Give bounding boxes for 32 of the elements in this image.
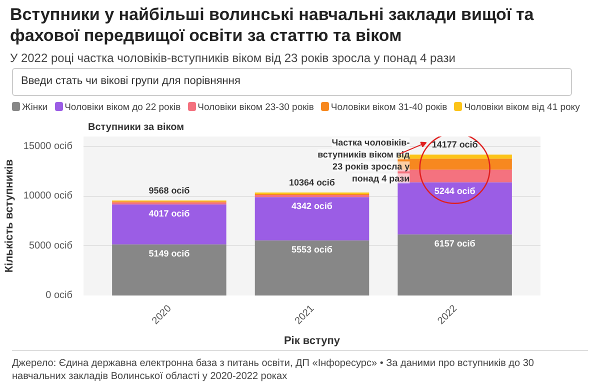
bar	[254, 240, 370, 296]
legend-label: Чоловіки віком 23-30 років	[196, 101, 314, 115]
data-label: 6157 осіб	[434, 238, 476, 248]
data-label: 5553 осіб	[292, 244, 333, 254]
y-tick-label: 0 осіб	[46, 290, 73, 301]
bar	[398, 182, 512, 234]
chart-title: Вступники у найбільші волинські навчальні заклади вищої та фахової передвищої освіти за статтю та віком	[10, 4, 535, 46]
y-axis-title: Кількість вступників	[3, 159, 16, 273]
bar	[254, 197, 370, 240]
legend-label: Чоловіки віком 31-40 років	[330, 101, 448, 115]
y-tick-label: 10000 осіб	[23, 190, 73, 202]
bar	[112, 244, 226, 296]
text: Джерело: Єдина державна електронна база з питань освіти, ДП «Інфоресурс» • За даними про вступників до 30 навчальних закладів Волинської області у 2020-2022 роках	[12, 350, 588, 383]
x-axis-title: Рік вступу	[284, 335, 341, 348]
chart-subtitle: У 2022 році частка чоловіків-вступників віком від 23 років зросла у понад 4 рази	[10, 50, 456, 67]
text: Введи стать чи вікові групи для порівняння	[12, 68, 572, 96]
bar	[112, 204, 226, 244]
text: Вступники за віком	[88, 121, 184, 135]
y-tick-label: 15000 осіб	[23, 140, 73, 152]
total-label: 10364 осіб	[289, 178, 336, 188]
total-label: 9568 осіб	[148, 185, 190, 196]
data-label: 5149 осіб	[148, 248, 190, 258]
bar	[254, 194, 370, 198]
legend-label: Чоловіки віком від 41 року	[463, 101, 580, 115]
y-tick-label: 5000 осіб	[28, 240, 73, 252]
data-label: 4342 осіб	[292, 201, 333, 212]
legend-label: Жінки	[21, 101, 48, 115]
data-label: 5244 осіб	[434, 186, 476, 196]
total-label: 14177 осіб	[432, 140, 478, 150]
legend-label: Чоловіки віком до 22 років	[64, 101, 181, 115]
data-label: 4017 осіб	[148, 208, 190, 218]
bar	[398, 234, 512, 296]
